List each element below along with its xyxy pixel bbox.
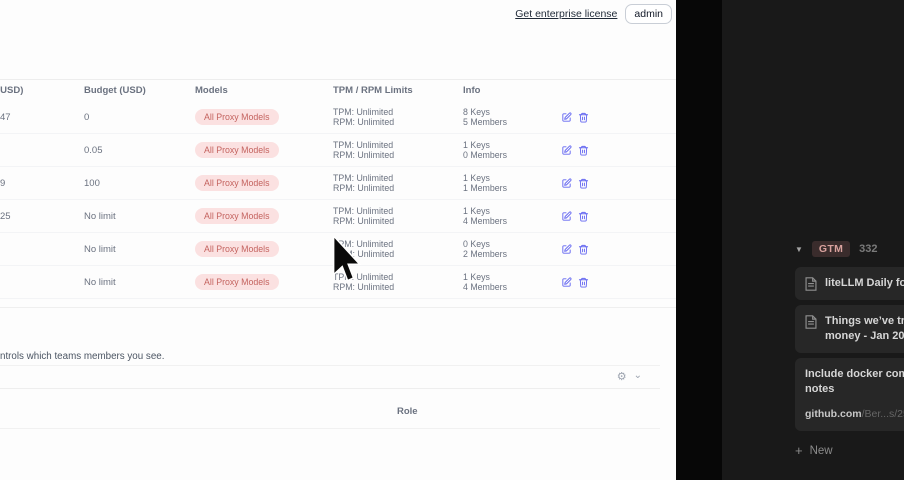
actions-cell: [560, 111, 676, 123]
models-cell: All Proxy Models: [195, 208, 333, 224]
models-badge: All Proxy Models: [195, 274, 279, 290]
gtm-tag-badge: GTM: [811, 241, 851, 257]
delete-team-icon[interactable]: [578, 277, 589, 288]
table-row: 25 No limit All Proxy Models TPM: Unlimi…: [0, 200, 676, 233]
info-cell: 1 Keys 1 Members: [463, 173, 507, 193]
limits-cell: TPM: Unlimited RPM: Unlimited: [333, 272, 395, 292]
edit-team-icon[interactable]: [561, 243, 572, 255]
delete-team-icon[interactable]: [578, 244, 589, 255]
document-icon: [805, 315, 817, 344]
limits-cell: TPM: Unlimited RPM: Unlimited: [333, 239, 395, 259]
card-title-line: money - Jan 2023: [825, 330, 904, 342]
models-cell: All Proxy Models: [195, 142, 333, 158]
info-cell: 1 Keys 4 Members: [463, 272, 507, 292]
edit-team-icon[interactable]: [561, 144, 572, 156]
gtm-group-row[interactable]: ▼ GTM 332: [795, 241, 904, 257]
table-row: No limit All Proxy Models TPM: Unlimited…: [0, 233, 676, 266]
budget-cell: No limit: [84, 243, 116, 255]
info-cell: 1 Keys 4 Members: [463, 206, 507, 226]
info-cell: 0 Keys 2 Members: [463, 239, 507, 259]
table-row: 9 100 All Proxy Models TPM: Unlimited RPM…: [0, 167, 676, 200]
limits-cell: TPM: Unlimited RPM: Unlimited: [333, 140, 395, 160]
edit-team-icon[interactable]: [561, 177, 572, 189]
card-title-line: notes: [805, 383, 835, 395]
actions-cell: [560, 243, 676, 255]
actions-cell: [560, 177, 676, 189]
card-link[interactable]: github.com/Ber...s/2587: [805, 407, 904, 422]
filter-bar: ⚙ ⌄: [0, 365, 660, 389]
budget-cell: 0: [84, 111, 90, 123]
edit-team-icon[interactable]: [561, 111, 572, 123]
notion-card[interactable]: Things we’ve tried money - Jan 2023: [795, 305, 904, 353]
new-item-button[interactable]: + New: [795, 444, 904, 457]
spend-cell: 47: [0, 111, 11, 123]
window-gap: [676, 0, 722, 480]
delete-team-icon[interactable]: [578, 178, 589, 189]
litellm-admin-app: Get enterprise license admin (USD) Budge…: [0, 0, 676, 480]
enterprise-license-link[interactable]: Get enterprise license: [515, 8, 618, 20]
topbar: Get enterprise license admin: [515, 4, 672, 24]
card-title-line: Include docker comma: [805, 368, 904, 380]
models-cell: All Proxy Models: [195, 241, 333, 257]
models-cell: All Proxy Models: [195, 274, 333, 290]
table-card-border: [0, 299, 676, 308]
link-domain: github.com: [805, 408, 862, 420]
chevron-down-icon[interactable]: ⌄: [633, 369, 642, 381]
models-badge: All Proxy Models: [195, 241, 279, 257]
limits-cell: TPM: Unlimited RPM: Unlimited: [333, 107, 395, 127]
budget-cell: 0.05: [84, 144, 103, 156]
gear-icon[interactable]: ⚙: [616, 370, 627, 383]
budget-cell: No limit: [84, 276, 116, 288]
card-title-line: Things we’ve tried: [825, 315, 904, 327]
budget-cell: No limit: [84, 210, 116, 222]
actions-cell: [560, 144, 676, 156]
gtm-count: 332: [859, 243, 878, 255]
actions-cell: [560, 210, 676, 222]
spend-cell: 25: [0, 210, 11, 222]
budget-cell: 100: [84, 177, 100, 189]
edit-team-icon[interactable]: [561, 210, 572, 222]
notion-card[interactable]: liteLLM Daily forma: [795, 267, 904, 300]
notion-panel: ▼ GTM 332 liteLLM Daily forma Things we’…: [722, 0, 904, 480]
spend-cell: 9: [0, 177, 6, 189]
column-header-info: Info: [463, 85, 481, 96]
card-title: liteLLM Daily forma: [825, 277, 904, 289]
limits-cell: TPM: Unlimited RPM: Unlimited: [333, 173, 395, 193]
info-cell: 8 Keys 5 Members: [463, 107, 507, 127]
models-badge: All Proxy Models: [195, 208, 279, 224]
document-icon: [805, 277, 817, 291]
notion-card[interactable]: Include docker comma notes github.com/Be…: [795, 358, 904, 431]
models-badge: All Proxy Models: [195, 109, 279, 125]
column-header-models: Models: [195, 85, 228, 96]
delete-team-icon[interactable]: [578, 145, 589, 156]
edit-team-icon[interactable]: [561, 276, 572, 288]
models-badge: All Proxy Models: [195, 142, 279, 158]
card-title: Things we’ve tried money - Jan 2023: [825, 314, 904, 344]
teams-table: (USD) Budget (USD) Models TPM / RPM Limi…: [0, 79, 676, 308]
teams-note-text: ntrols which teams members you see.: [0, 351, 165, 362]
info-cell: 1 Keys 0 Members: [463, 140, 507, 160]
table-row: 0.05 All Proxy Models TPM: Unlimited RPM:…: [0, 134, 676, 167]
new-label: New: [809, 444, 833, 457]
table-row: No limit All Proxy Models TPM: Unlimited…: [0, 266, 676, 299]
actions-cell: [560, 276, 676, 288]
delete-team-icon[interactable]: [578, 112, 589, 123]
table-header-row: (USD) Budget (USD) Models TPM / RPM Limi…: [0, 80, 676, 101]
column-header-spend: (USD): [0, 85, 24, 96]
column-header-budget: Budget (USD): [84, 85, 146, 96]
delete-team-icon[interactable]: [578, 211, 589, 222]
models-cell: All Proxy Models: [195, 109, 333, 125]
role-table-header-row: Role: [0, 398, 660, 429]
column-header-role: Role: [397, 406, 418, 417]
limits-cell: TPM: Unlimited RPM: Unlimited: [333, 206, 395, 226]
plus-icon: +: [795, 443, 803, 458]
column-header-limits: TPM / RPM Limits: [333, 85, 413, 96]
table-row: 47 0 All Proxy Models TPM: Unlimited RPM:…: [0, 101, 676, 134]
admin-user-button[interactable]: admin: [625, 4, 672, 24]
collapse-toggle-icon[interactable]: ▼: [795, 244, 803, 254]
models-cell: All Proxy Models: [195, 175, 333, 191]
models-badge: All Proxy Models: [195, 175, 279, 191]
link-path: /Ber...s/2587: [861, 408, 904, 420]
